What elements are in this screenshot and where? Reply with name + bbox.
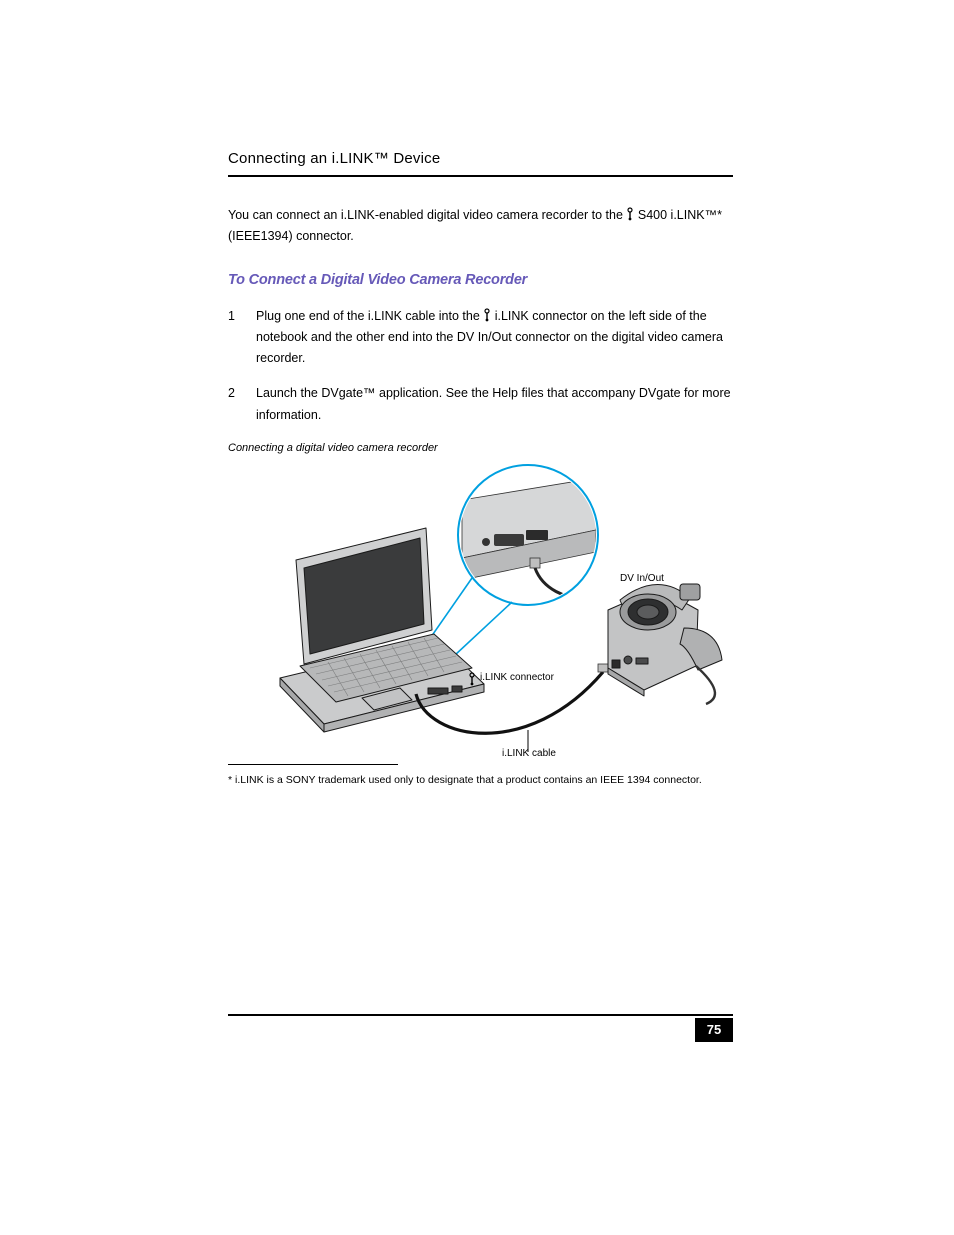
intro-part1: You can connect an i.LINK-enabled digita… [228, 208, 626, 222]
step1-part1: Plug one end of the i.LINK cable into th… [256, 309, 483, 323]
label-dv-inout: DV In/Out [620, 573, 664, 585]
laptop [280, 528, 484, 732]
step-2: 2 Launch the DVgate™ application. See th… [228, 383, 733, 426]
step-number: 1 [228, 306, 256, 370]
step-1: 1 Plug one end of the i.LINK cable into … [228, 306, 733, 370]
step-body: Launch the DVgate™ application. See the … [256, 383, 733, 426]
footnote: * i.LINK is a SONY trademark used only t… [228, 773, 733, 788]
camera [608, 584, 722, 704]
footnote-rule [228, 764, 398, 765]
title-rule [228, 175, 733, 177]
figure: i.LINK connector DV In/Out i.LINK cable [228, 460, 733, 760]
step-body: Plug one end of the i.LINK cable into th… [256, 306, 733, 370]
section-title: Connecting an i.LINK™ Device [228, 150, 733, 167]
label-ilink-cable: i.LINK cable [502, 748, 556, 760]
label-ilink-connector: i.LINK connector [480, 672, 554, 684]
figure-caption: Connecting a digital video camera record… [228, 442, 733, 454]
subheading: To Connect a Digital Video Camera Record… [228, 272, 733, 288]
intro-paragraph: You can connect an i.LINK-enabled digita… [228, 205, 733, 248]
illustration-svg [228, 460, 733, 760]
step-number: 2 [228, 383, 256, 426]
footer-rule [228, 1014, 733, 1016]
page-number: 75 [695, 1018, 733, 1042]
